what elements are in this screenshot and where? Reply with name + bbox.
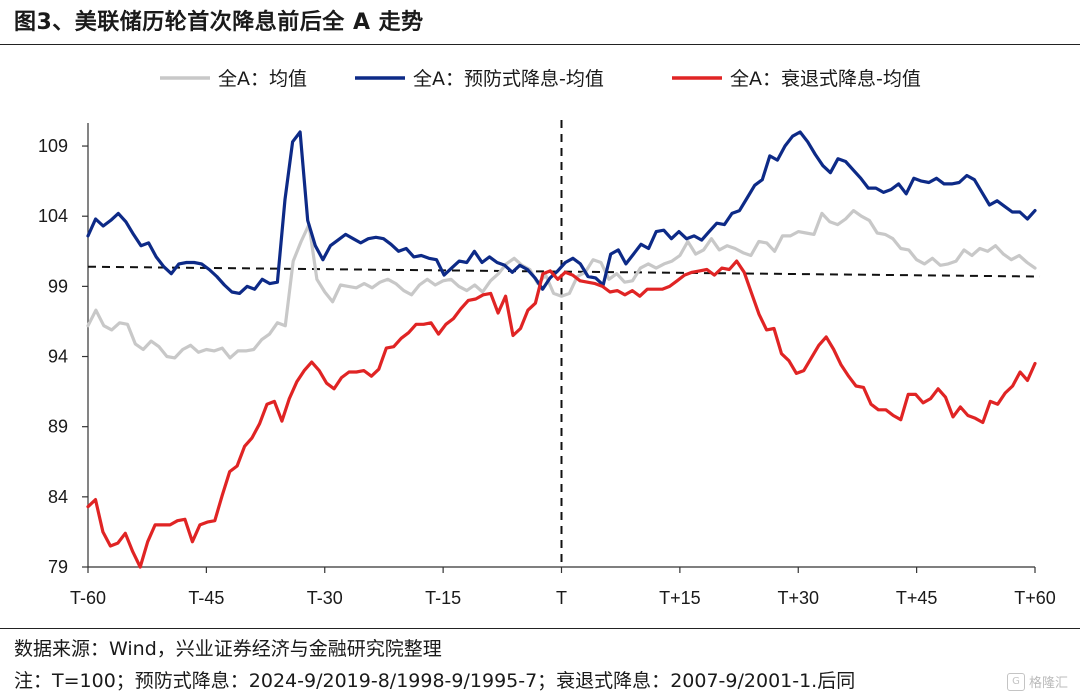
y-tick-label: 94 [48,347,68,367]
footnote: 注：T=100；预防式降息：2024-9/2019-8/1998-9/1995-… [14,670,856,692]
x-tick-label: T-30 [307,588,343,608]
title-rule [0,44,1080,45]
x-tick-label: T-45 [188,588,224,608]
y-tick-label: 104 [38,206,68,226]
series-line-2 [86,130,1037,295]
legend: 全A：均值 全A：预防式降息-均值 全A：衰退式降息-均值 [160,68,921,90]
series-lines [86,130,1037,569]
legend-label: 全A：衰退式降息-均值 [730,68,921,90]
x-tick-label: T+45 [896,588,938,608]
x-tick-label: T [556,588,567,608]
y-tick-label: 99 [48,276,68,296]
source-note: 数据来源：Wind，兴业证券经济与金融研究院整理 [14,638,442,660]
series-line-1 [86,209,1037,360]
series-line-3 [86,259,1037,569]
watermark-text: 格隆汇 [1028,676,1068,691]
x-tick-label: T-15 [425,588,461,608]
y-tick-label: 89 [48,417,68,437]
legend-label: 全A：预防式降息-均值 [413,68,604,90]
watermark: G 格隆汇 [1006,672,1068,691]
y-tick-label: 84 [48,487,68,507]
legend-label: 全A：均值 [218,68,307,90]
watermark-logo-icon: G [1006,672,1025,691]
y-tick-label: 79 [48,557,68,577]
y-tick-label: 109 [38,136,68,156]
footer-rule [0,628,1080,629]
x-tick-label: T+30 [777,588,819,608]
x-tick-label: T+60 [1014,588,1056,608]
x-tick-label: T-60 [70,588,106,608]
x-tick-label: T+15 [659,588,701,608]
chart-axes: 79 84 89 94 99 104 109 T-60 T-45 T-30 T-15 T T+15 T+3… [38,123,1056,608]
reference-lines [87,120,1041,567]
line-chart: 全A：均值 全A：预防式降息-均值 全A：衰退式降息-均值 79 84 89 94 99 10… [38,68,1056,608]
chart-title: 图3、美联储历轮首次降息前后全 A 走势 [14,10,424,35]
